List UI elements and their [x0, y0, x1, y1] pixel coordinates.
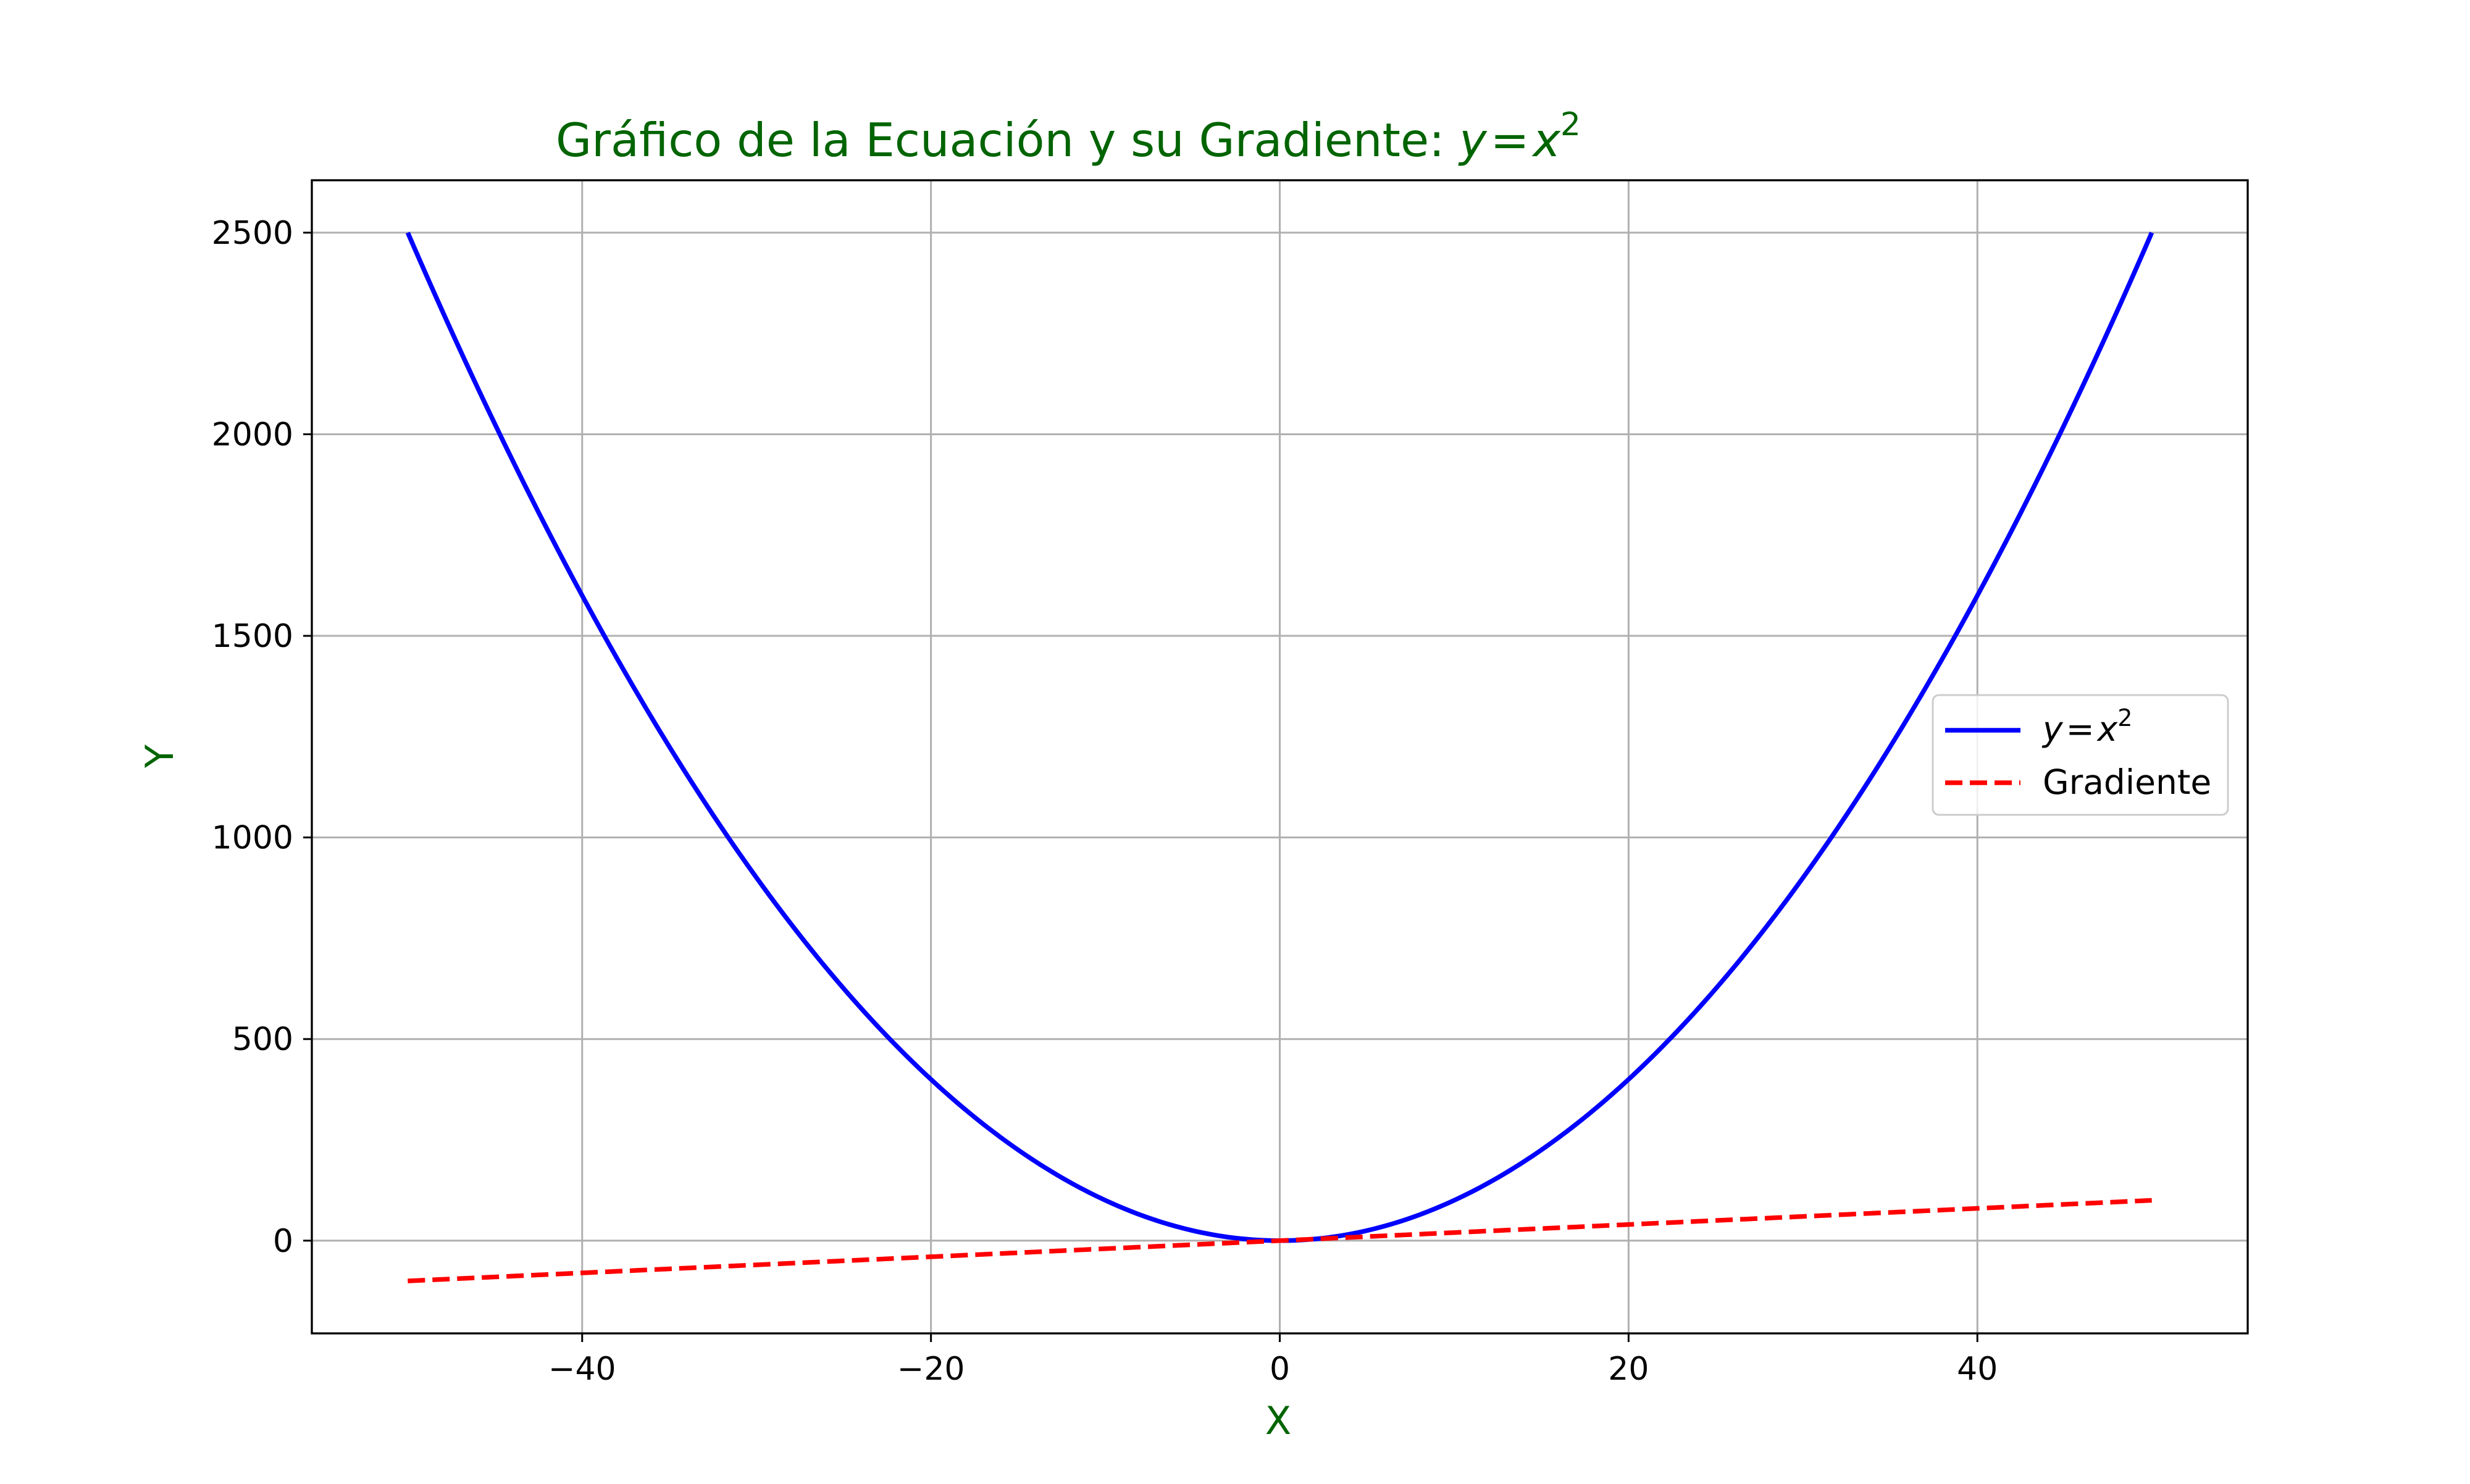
chart-title-math-exp: 2	[1560, 106, 1581, 143]
series-line-gradient	[408, 1198, 2152, 1283]
legend-math-base: x	[2096, 709, 2118, 749]
chart-title-text: Gráfico de la Ecuación y su Gradiente:	[556, 113, 1459, 167]
series-layer	[405, 231, 2154, 1283]
chart-title-math-base: x	[1531, 113, 1560, 167]
chart-title-math-lhs: y	[1458, 113, 1488, 167]
x-tick-label-1: −20	[897, 1351, 965, 1388]
x-tick-label-2: 0	[1270, 1351, 1290, 1388]
y-tick-label-4: 2000	[212, 416, 293, 453]
legend-label-parabola: y=x2	[2041, 704, 2132, 749]
y-tick-label-3: 1500	[212, 618, 293, 655]
x-tick-label-4: 40	[1957, 1351, 1998, 1388]
x-axis-label: X	[1265, 1398, 1291, 1443]
y-tick-label-2: 1000	[212, 820, 293, 857]
y-tick-label-0: 0	[273, 1223, 293, 1260]
y-tick-label-5: 2500	[212, 215, 293, 252]
legend-math-exp: 2	[2117, 704, 2132, 732]
legend: y=x2 Gradiente	[1932, 694, 2229, 816]
legend-label-gradient: Gradiente	[2043, 762, 2211, 802]
legend-math-op: =	[2066, 709, 2095, 749]
y-axis-ticks: 0 500 1000 1500 2000 2500	[212, 215, 312, 1260]
x-tick-label-3: 20	[1608, 1351, 1649, 1388]
legend-math-lhs: y	[2041, 709, 2064, 749]
y-axis-label: Y	[137, 744, 182, 769]
grid-lines	[312, 180, 2248, 1333]
x-axis-ticks: −40 −20 0 20 40	[548, 1333, 1998, 1388]
x-tick-label-0: −40	[548, 1351, 616, 1388]
y-tick-label-1: 500	[232, 1021, 293, 1058]
chart-title: Gráfico de la Ecuación y su Gradiente: y…	[556, 106, 1581, 167]
chart-title-math-op: =	[1491, 113, 1530, 167]
